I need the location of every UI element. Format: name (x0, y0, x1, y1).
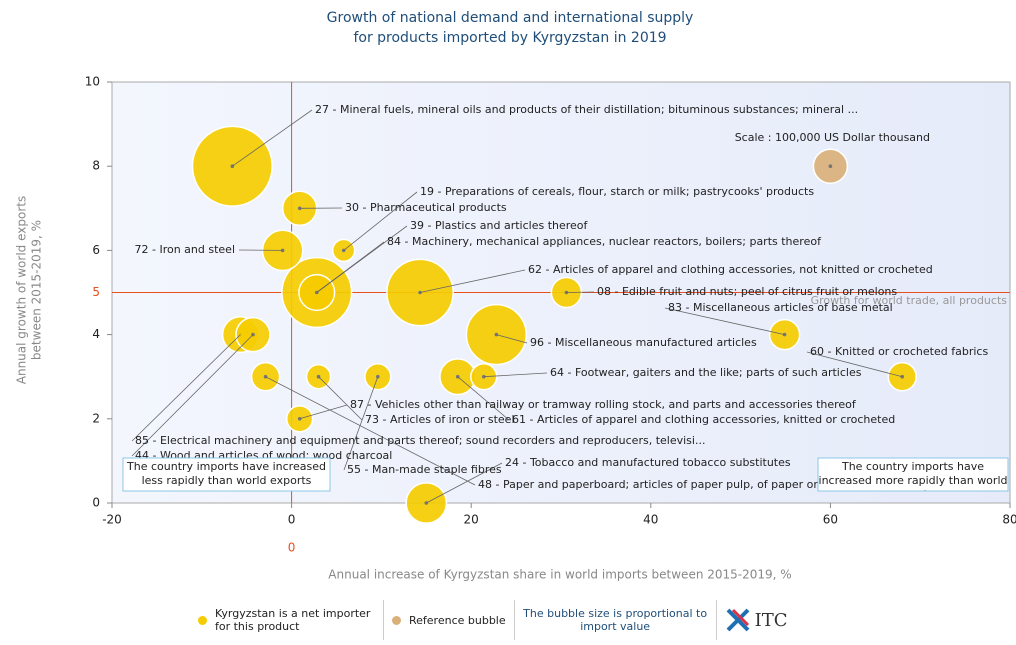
bubble-label: 96 - Miscellaneous manufactured articles (530, 336, 757, 349)
leader-line (419, 269, 526, 293)
legend-label: Kyrgyzstan is a net importer for this pr… (215, 607, 371, 633)
bubble-label: 87 - Vehicles other than railway or tram… (350, 398, 857, 411)
x-axis-label: Annual increase of Kyrgyzstan share in w… (328, 568, 791, 582)
leader-line (343, 191, 418, 251)
x-tick-label: 20 (464, 513, 479, 527)
x-tick-label: 60 (823, 513, 838, 527)
bubble-label: 60 - Knitted or crocheted fabrics (810, 345, 988, 358)
legend-label: Reference bubble (409, 613, 506, 627)
bubble-label: 73 - Articles of iron or steel (365, 413, 515, 426)
bubble-label: 61 - Articles of apparel and clothing ac… (512, 413, 895, 426)
bubble-label: 27 - Mineral fuels, mineral oils and pro… (315, 103, 858, 116)
bubble-label: 08 - Edible fruit and nuts; peel of citr… (597, 285, 897, 298)
leader-line (318, 376, 363, 421)
legend-item: Reference bubble (384, 600, 515, 640)
bubble-label: 64 - Footwear, gaiters and the like; par… (550, 366, 862, 379)
leader-line (664, 307, 785, 335)
legend-item: The bubble size is proportional to impor… (515, 600, 717, 640)
y-tick-label: 10 (85, 75, 100, 89)
leader-line (131, 334, 254, 457)
bubble-label: 72 - Iron and steel (134, 243, 235, 256)
legend-swatch (198, 615, 207, 625)
reference-x-label: 0 (288, 541, 296, 555)
chart: Growth of national demand and internatio… (15, 10, 1016, 582)
logo: ITC (717, 600, 796, 640)
y-tick-label: 4 (92, 327, 100, 341)
y-axis-label: between 2015-2019, % (30, 220, 44, 360)
reference-y-label: 5 (92, 285, 100, 299)
leader-line (299, 404, 348, 420)
logo-icon (726, 608, 750, 632)
x-tick-label: 40 (643, 513, 658, 527)
leader-line (457, 376, 510, 421)
chart-title: Growth of national demand and internatio… (327, 10, 694, 26)
y-tick-label: 2 (92, 411, 100, 425)
leader-line (265, 376, 476, 486)
x-tick-label: -20 (102, 513, 122, 527)
leader-lines (131, 109, 903, 504)
leader-line (496, 334, 528, 344)
bubble-label: 55 - Man-made staple fibres (347, 463, 502, 476)
note-box-left-label: The country imports have increased less … (127, 460, 326, 487)
bubble-labels: 27 - Mineral fuels, mineral oils and pro… (134, 103, 988, 491)
legend-item: Kyrgyzstan is a net importer for this pr… (190, 600, 384, 640)
y-tick-label: 6 (92, 243, 100, 257)
bubble-label: 83 - Miscellaneous articles of base meta… (668, 301, 893, 314)
leader-line (131, 334, 241, 442)
leader-line (316, 225, 408, 293)
note-box-left-text: The country imports have increased less … (127, 460, 326, 487)
bubble-label: 62 - Articles of apparel and clothing ac… (528, 263, 933, 276)
y-tick-label: 0 (92, 496, 100, 510)
leader-line (232, 109, 313, 167)
reference-note: Growth for world trade, all products (811, 294, 1008, 307)
bubble-label: 48 - Paper and paperboard; articles of p… (478, 478, 899, 491)
x-tick-label: 0 (288, 513, 296, 527)
legend-note: The bubble size is proportional to impor… (523, 607, 708, 633)
bubble-label: 39 - Plastics and articles thereof (410, 219, 589, 232)
chart-title: for products imported by Kyrgyzstan in 2… (353, 30, 666, 46)
leader-line (426, 462, 503, 504)
note-box-right-text: The country imports have increased more … (818, 460, 1008, 491)
note-box-left (122, 457, 331, 492)
bubble-label: 85 - Electrical machinery and equipment … (135, 434, 705, 447)
bubble-dot (782, 332, 787, 337)
note-box-right-label: The country imports have increased more … (818, 460, 1008, 491)
bubble-label: 19 - Preparations of cereals, flour, sta… (420, 185, 814, 198)
leader-line (343, 376, 379, 471)
bubble-label: 30 - Pharmaceutical products (345, 201, 507, 214)
bubble-label: 84 - Machinery, mechanical appliances, n… (387, 235, 822, 248)
bubble-label: 24 - Tobacco and manufactured tobacco su… (505, 456, 791, 469)
x-tick-label: 80 (1002, 513, 1016, 527)
leader-line (483, 372, 548, 378)
y-tick-label: 8 (92, 159, 100, 173)
y-axis-label: Annual growth of world exports (15, 196, 29, 384)
logo-text: ITC (754, 609, 788, 631)
legend: Kyrgyzstan is a net importer for this pr… (190, 600, 796, 640)
bubble-dot (828, 164, 833, 168)
leader-line (806, 351, 903, 378)
legend-swatch (392, 615, 401, 625)
bubble-dot (376, 374, 380, 379)
leader-line (566, 291, 595, 293)
note-box-right (817, 457, 1009, 492)
scale-note: Scale : 100,000 US Dollar thousand (735, 131, 930, 144)
